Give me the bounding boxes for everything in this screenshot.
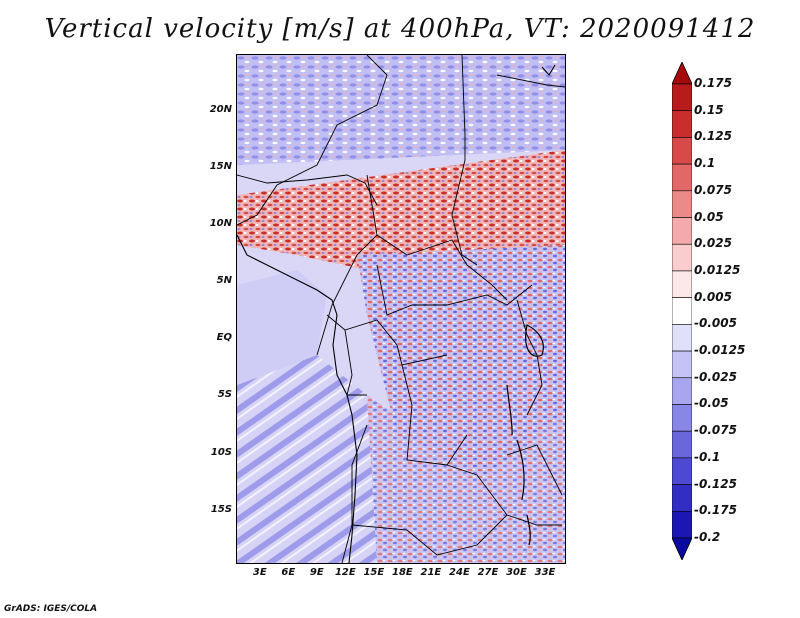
- lakes: [506, 324, 544, 546]
- colorbar-label: -0.125: [694, 476, 737, 491]
- boundary-line: [237, 174, 378, 206]
- colorbar-label: -0.075: [694, 423, 737, 438]
- sahara-field: [237, 55, 565, 165]
- boundary-line: [496, 74, 565, 88]
- lat-tick-label: EQ: [216, 332, 232, 344]
- lon-tick-label: 30E: [506, 567, 527, 578]
- lake-outline: [516, 439, 525, 501]
- boundary-line: [344, 329, 367, 396]
- colorbar-max-cap: [672, 62, 692, 85]
- coastline-path: [541, 64, 556, 76]
- colorbar-bin: [672, 270, 692, 298]
- lon-tick-label: 9E: [309, 567, 324, 578]
- lat-tick-label: 15N: [209, 161, 232, 173]
- coastline: [237, 64, 556, 563]
- colorbar-bin: [672, 457, 692, 485]
- colorbar-label: 0.0125: [694, 262, 741, 277]
- colorbar-bin: [672, 137, 692, 165]
- lat-tick-label: 20N: [209, 104, 232, 116]
- colorbar-bin: [672, 163, 692, 192]
- colorbar-label: -0.0125: [694, 343, 746, 358]
- colorbar-label: 0.125: [694, 129, 732, 144]
- boundary-line: [316, 174, 378, 356]
- colorbar-label: -0.2: [694, 530, 721, 544]
- boundary-line: [326, 314, 448, 366]
- colorbar-bin: [672, 404, 692, 432]
- colorbar-bin: [672, 83, 692, 112]
- lat-tick-label: 10S: [210, 446, 232, 458]
- boundary-line: [516, 299, 543, 416]
- boundary-line: [376, 234, 508, 301]
- lat-tick-label: 15S: [210, 503, 232, 515]
- colorbar-label: 0.15: [694, 102, 724, 117]
- country-boundaries: [237, 55, 565, 563]
- colorbar-label: 0.005: [694, 289, 732, 304]
- lat-tick-label: 5S: [217, 389, 232, 401]
- colorbar-bin: [672, 350, 692, 379]
- colorbar-bin: [672, 510, 692, 539]
- lon-tick-label: 6E: [281, 567, 296, 578]
- colorbar-bin: [672, 190, 692, 218]
- boundary-line: [446, 464, 562, 526]
- lake-outline: [525, 324, 544, 357]
- ocean-south-field: [237, 355, 377, 563]
- colorbar-bin: [672, 110, 692, 138]
- colorbar-label: -0.005: [694, 316, 737, 331]
- lake-outline: [506, 384, 513, 436]
- colorbar-label: -0.025: [694, 369, 737, 384]
- colorbar-label: 0.1: [694, 156, 716, 171]
- central-mixed-field: [357, 245, 565, 475]
- boundary-line: [401, 364, 468, 466]
- lon-tick-label: 12E: [334, 567, 356, 578]
- lon-tick-label: 33E: [534, 567, 556, 578]
- lon-tick-label: 24E: [449, 567, 470, 578]
- boundary-line: [506, 444, 563, 496]
- colorbar-bin: [672, 297, 692, 325]
- lake-outline: [526, 514, 531, 546]
- colorbar-bin: [672, 430, 692, 459]
- lon-tick-label: 15E: [363, 567, 385, 578]
- velocity-map: [236, 54, 566, 564]
- colorbar-bin: [672, 243, 692, 272]
- colorbar-label: 0.05: [694, 209, 724, 224]
- grads-credit: GrADS: IGES/COLA: [4, 604, 98, 614]
- colorbar-bin: [672, 324, 692, 352]
- colorbar-bin: [672, 484, 692, 512]
- colorbar-label: -0.05: [694, 396, 729, 411]
- colorbar-label: 0.175: [694, 76, 732, 90]
- lat-tick-label: 10N: [209, 218, 232, 230]
- lon-tick-label: 21E: [420, 567, 442, 578]
- boundary-line: [451, 55, 478, 266]
- lon-tick-label: 27E: [477, 567, 499, 578]
- boundary-line: [376, 264, 533, 316]
- colorbar-min-cap: [672, 537, 692, 560]
- map-field-svg: [237, 55, 565, 563]
- colorbar-label: 0.075: [694, 182, 732, 197]
- boundary-line: [341, 424, 368, 563]
- colorbar-label: -0.1: [694, 449, 721, 464]
- lon-tick-label: 18E: [392, 567, 413, 578]
- coastline-path: [237, 234, 358, 563]
- chart-title: Vertical velocity [m/s] at 400hPa, VT: 2…: [44, 14, 756, 44]
- lon-tick-label: 3E: [252, 567, 267, 578]
- boundary-line: [351, 514, 508, 556]
- gulf-field: [237, 270, 327, 385]
- colorbar-label: -0.175: [694, 503, 737, 518]
- colorbar-label: 0.025: [694, 236, 732, 251]
- southern-mixed-field: [367, 395, 565, 563]
- colorbar: [672, 62, 692, 560]
- colorbar-bin: [672, 217, 692, 245]
- lat-tick-label: 5N: [216, 275, 232, 287]
- boundary-line: [237, 55, 388, 226]
- colorbar-bin: [672, 377, 692, 405]
